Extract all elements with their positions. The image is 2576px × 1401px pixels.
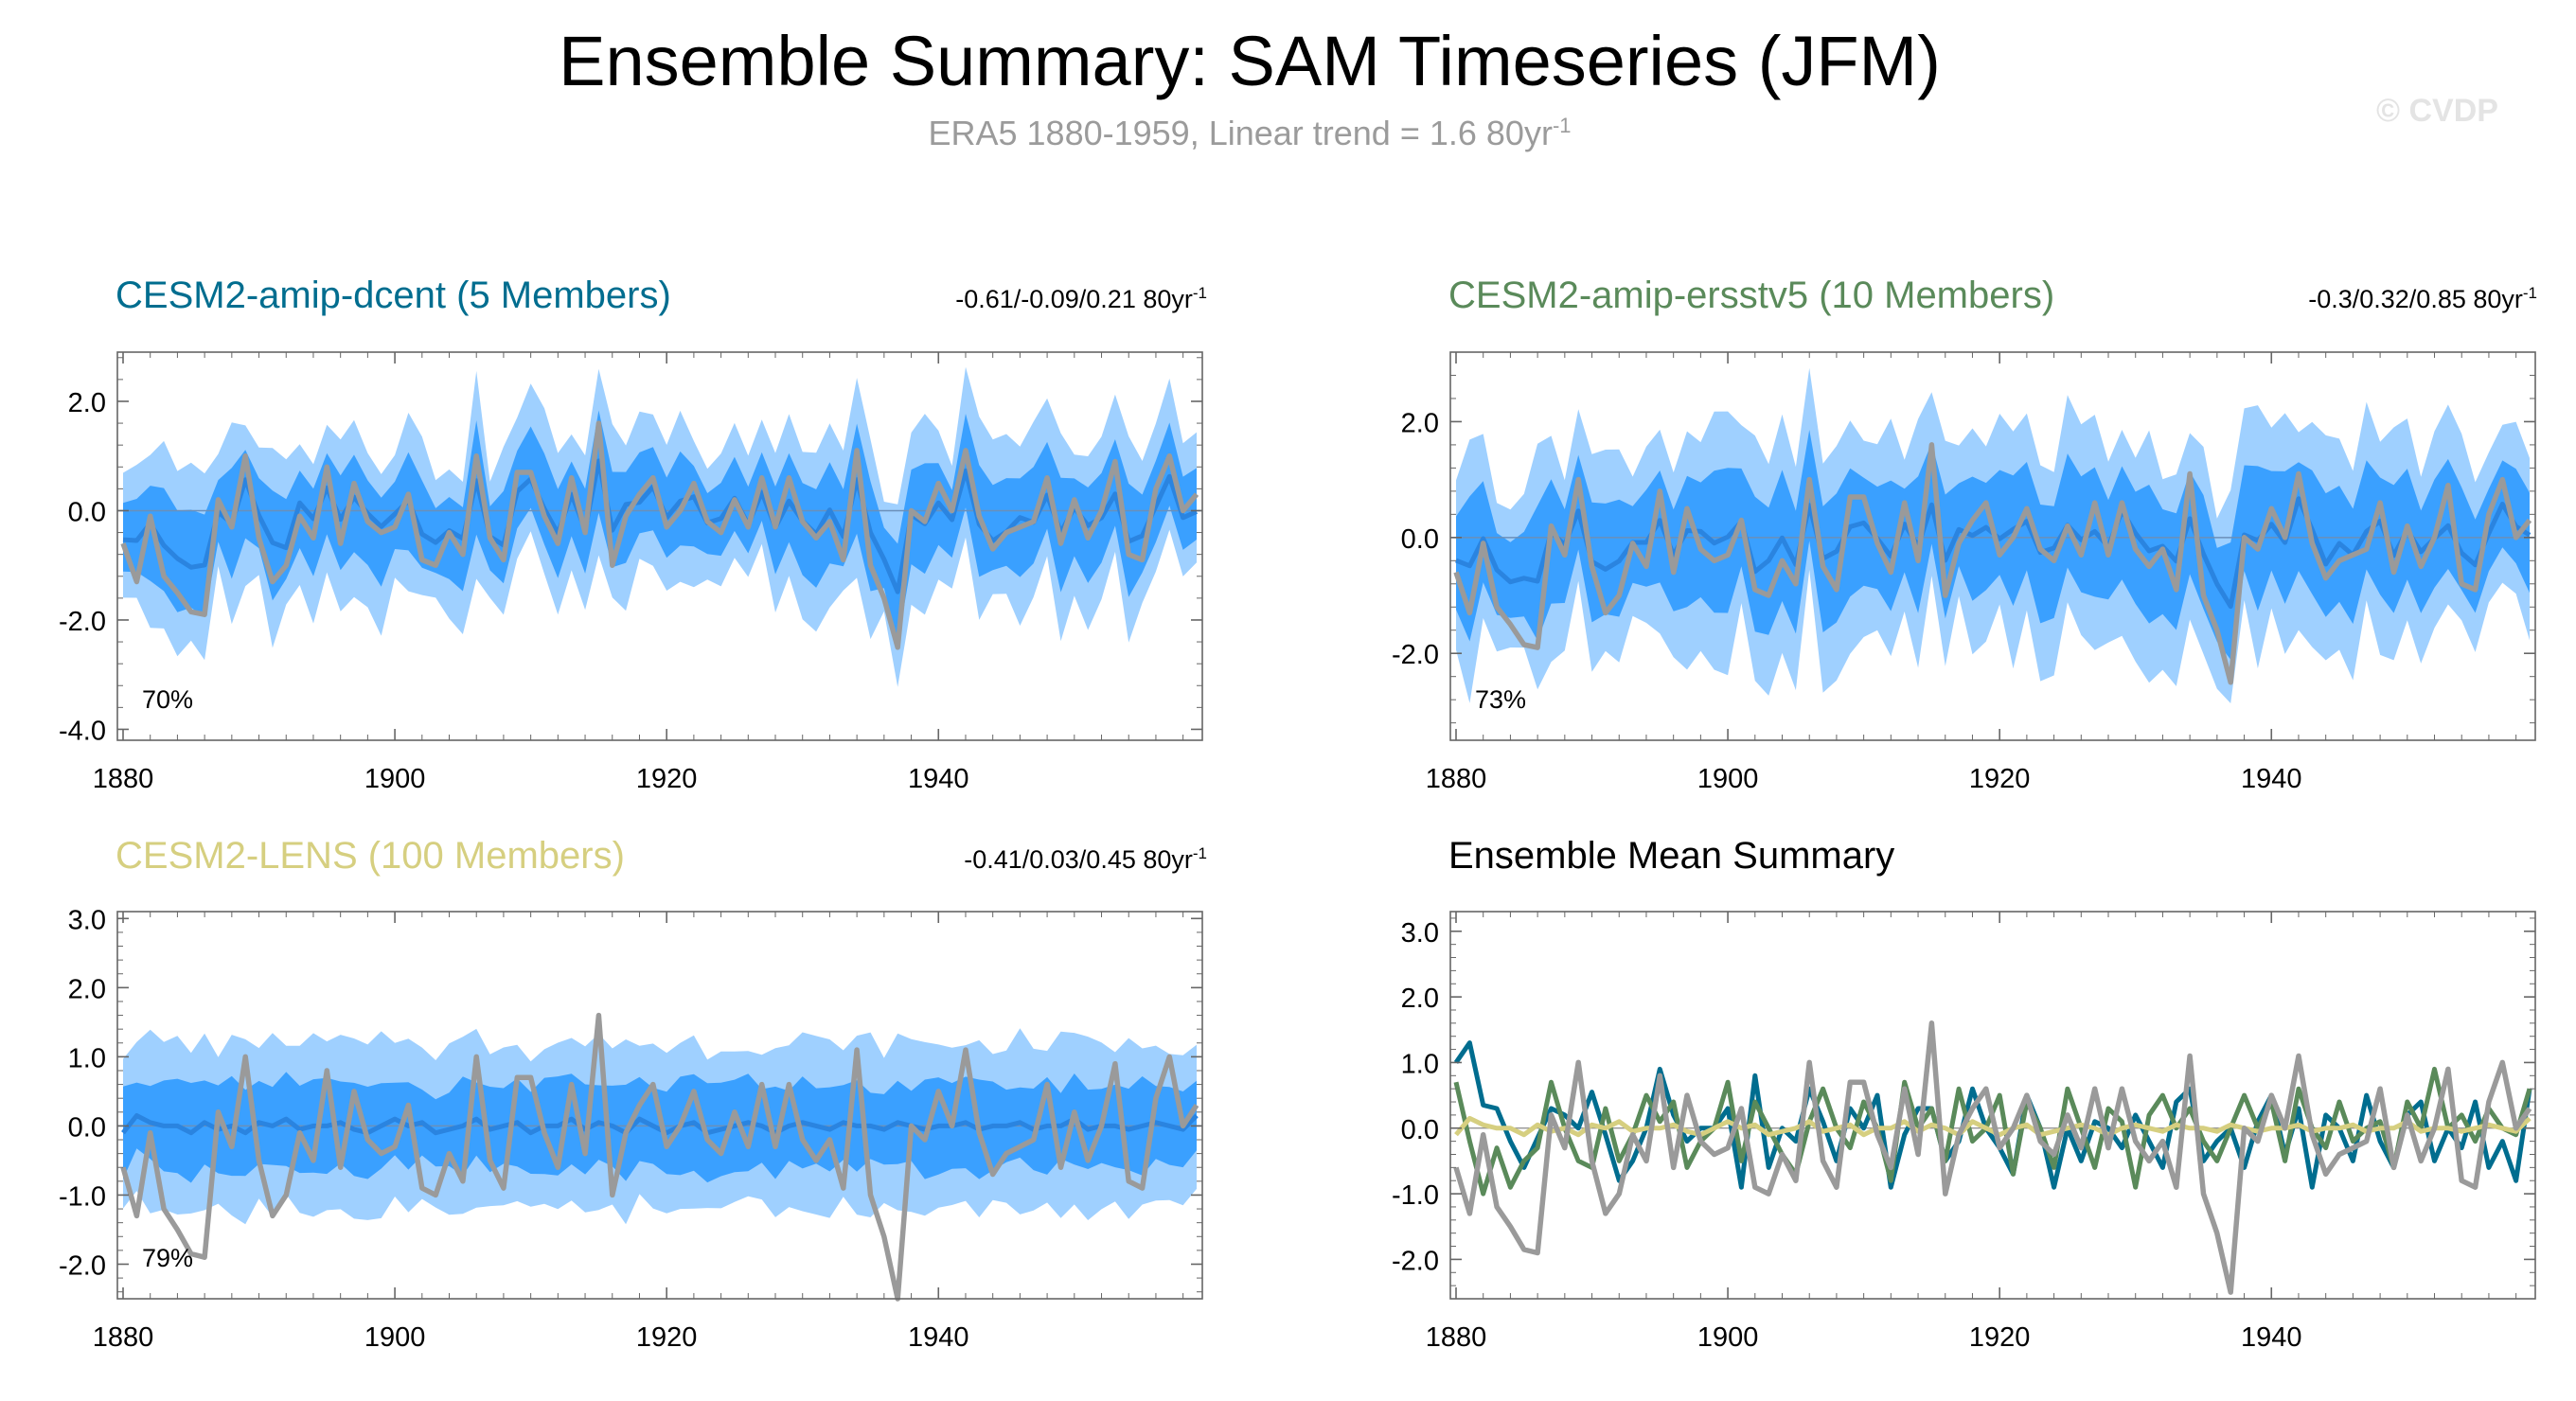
panel-4-xtick-label: 1940 <box>2241 1322 2302 1353</box>
panel-3-xtick-label: 1920 <box>636 1322 698 1353</box>
cvdp-watermark: © CVDP <box>2376 93 2498 129</box>
panel-1-xtick-label: 1940 <box>908 764 969 794</box>
panel-2-xtick-label: 1920 <box>1969 764 2031 794</box>
panel-4-dcent-line <box>1453 1040 2532 1190</box>
panel-3-ytick-label: -1.0 <box>59 1181 106 1212</box>
panel-2-xtick-label: 1900 <box>1697 764 1759 794</box>
panel2-range: -0.3/0.32/0.85 80yr-1 <box>2177 284 2537 314</box>
panel-2-inner-band <box>1456 430 2530 660</box>
panel-4-plot: -2.0 -1.0 0.0 1.0 2.0 3.0 1880 1900 1920 1940 <box>1392 911 2536 1353</box>
panel-2-ytick-label: -2.0 <box>1392 640 1439 670</box>
panel-3-percent-label: 79% <box>142 1244 193 1272</box>
panel-3-ytick-label: -2.0 <box>59 1250 106 1281</box>
panel-3-ytick-label: 0.0 <box>68 1112 106 1143</box>
panel-1-ytick-label: 0.0 <box>68 497 106 527</box>
panel-3-ytick-label: 2.0 <box>68 974 106 1004</box>
panel1-range-exponent: -1 <box>1192 284 1207 302</box>
panel-4-ytick-label: 2.0 <box>1401 984 1439 1014</box>
panel-4-xtick-label: 1880 <box>1426 1322 1487 1353</box>
panel-2-xtick-label: 1940 <box>2241 764 2302 794</box>
panel-1-percent-label: 70% <box>142 685 193 714</box>
panel2-range-exponent: -1 <box>2522 284 2537 302</box>
panel-1-inner-band <box>123 410 1197 645</box>
panel-4-xtick-label: 1900 <box>1697 1322 1759 1353</box>
panel-4-observed-line <box>1453 1020 2532 1295</box>
subtitle-text: ERA5 1880-1959, Linear trend = 1.6 80yr <box>928 114 1553 152</box>
panel-1-xtick-label: 1900 <box>364 764 426 794</box>
panel-4-frame <box>1449 911 2536 1300</box>
panel-1-xtick-label: 1920 <box>636 764 698 794</box>
panel-2-observed-line <box>1453 442 2532 685</box>
panel-2-ytick-label: 0.0 <box>1401 524 1439 555</box>
panel-3-frame <box>116 911 1203 1300</box>
page-title: Ensemble Summary: SAM Timeseries (JFM) <box>559 22 1941 100</box>
panel3-range-exponent: -1 <box>1192 844 1207 862</box>
panel3-range: -0.41/0.03/0.45 80yr-1 <box>852 844 1207 875</box>
panel-1-observed-line <box>120 420 1199 650</box>
panel-4-lens-line <box>1454 1115 2532 1138</box>
panel-1-plot: -4.0 -2.0 0.0 2.0 1880 1900 1920 1940 70% <box>59 351 1203 794</box>
panel2-title: CESM2-amip-ersstv5 (10 Members) <box>1448 275 2055 316</box>
panel2-range-text: -0.3/0.32/0.85 80yr <box>2308 285 2523 313</box>
panel-4-xtick-label: 1920 <box>1969 1322 2031 1353</box>
panel-1-xtick-label: 1880 <box>93 764 154 794</box>
panel-2-frame <box>1449 351 2536 741</box>
panel-3-ensemble-mean-line <box>121 1113 1199 1136</box>
panel-4-ytick-label: 0.0 <box>1401 1115 1439 1145</box>
panel-3-plot: -2.0 -1.0 0.0 1.0 2.0 3.0 1880 1900 1920 1940 79% <box>59 905 1203 1353</box>
panel-2-ytick-label: 2.0 <box>1401 408 1439 438</box>
subtitle-exponent: -1 <box>1552 114 1572 137</box>
panel-4-ytick-label: 1.0 <box>1401 1049 1439 1079</box>
page-subtitle: ERA5 1880-1959, Linear trend = 1.6 80yr-… <box>0 114 2499 153</box>
panel1-range: -0.61/-0.09/0.21 80yr-1 <box>852 284 1207 314</box>
panel-2-xtick-label: 1880 <box>1426 764 1487 794</box>
panel-3-xtick-label: 1900 <box>364 1322 426 1353</box>
panel3-range-text: -0.41/0.03/0.45 80yr <box>964 845 1193 874</box>
panel-3-observed-line <box>120 1012 1199 1302</box>
panel-1-frame <box>116 351 1203 741</box>
panel-4-ytick-label: -1.0 <box>1392 1180 1439 1211</box>
panel3-title: CESM2-LENS (100 Members) <box>115 835 625 877</box>
panel-1-ytick-label: -4.0 <box>59 716 106 746</box>
panel-2-plot: -2.0 0.0 2.0 1880 1900 1920 1940 73% <box>1392 351 2536 794</box>
panel-4-ytick-label: -2.0 <box>1392 1246 1439 1276</box>
panel-2-percent-label: 73% <box>1475 685 1526 714</box>
panel1-title: CESM2-amip-dcent (5 Members) <box>115 275 671 316</box>
panel-1-ytick-label: 2.0 <box>68 388 106 418</box>
panel-4-ytick-label: 3.0 <box>1401 918 1439 949</box>
panel-1-ytick-label: -2.0 <box>59 607 106 637</box>
panel1-range-text: -0.61/-0.09/0.21 80yr <box>955 285 1193 313</box>
panel-3-ytick-label: 3.0 <box>68 905 106 935</box>
panel-3-ytick-label: 1.0 <box>68 1043 106 1073</box>
panel-3-xtick-label: 1940 <box>908 1322 969 1353</box>
panel-3-xtick-label: 1880 <box>93 1322 154 1353</box>
panel4-title: Ensemble Mean Summary <box>1448 835 1895 877</box>
